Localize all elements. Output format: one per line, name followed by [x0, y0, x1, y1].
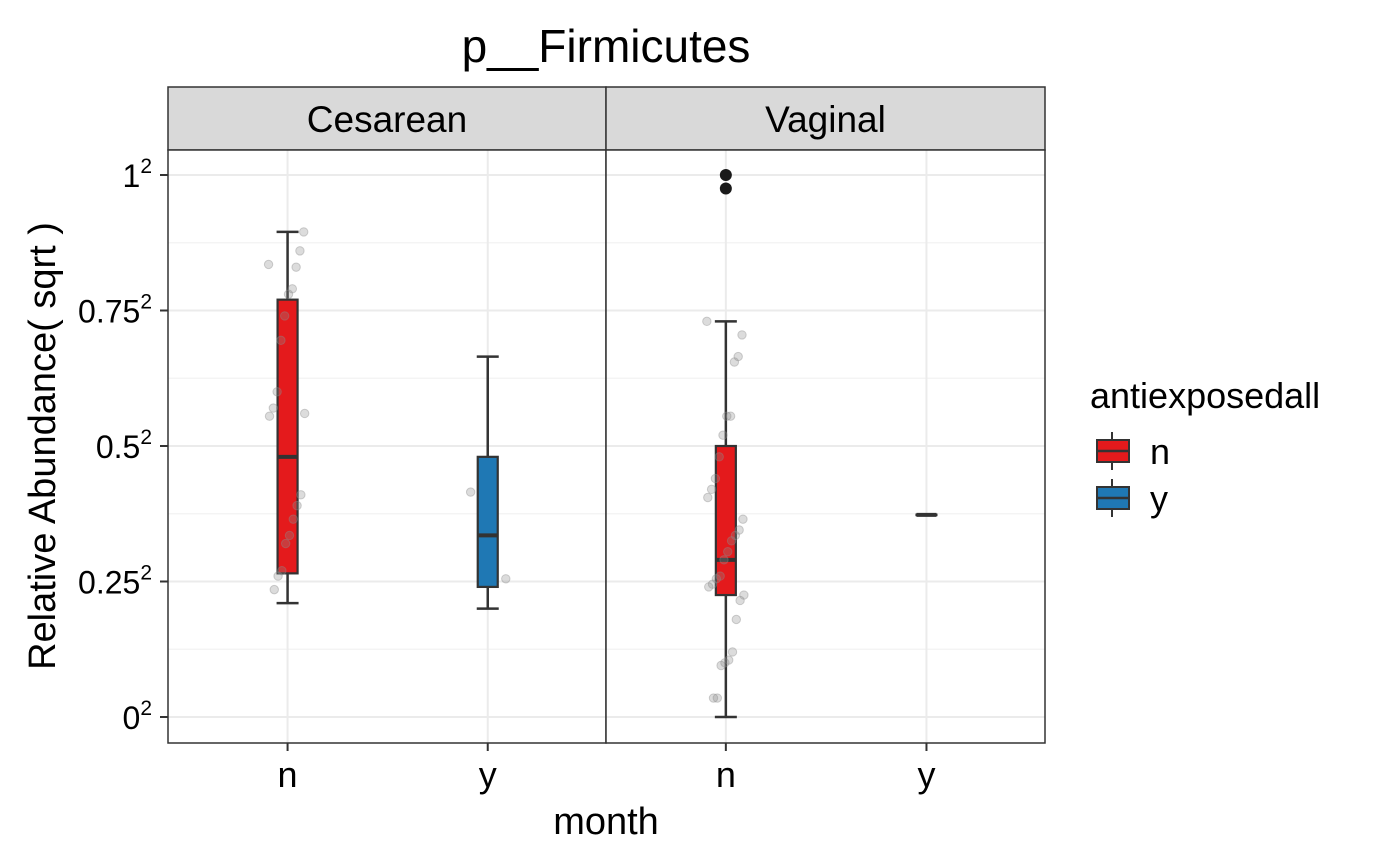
jitter-point — [719, 555, 729, 565]
jitter-point — [288, 514, 298, 524]
jitter-point — [710, 473, 721, 484]
facet-panels: Cesarean Vaginal — [167, 86, 1046, 744]
jitter-point — [264, 411, 275, 421]
x-tick-label: n — [716, 754, 736, 795]
jitter-point — [714, 452, 724, 462]
jitter-point — [292, 500, 302, 511]
jitter-point — [277, 565, 287, 576]
y-tick-label: 0.252 — [78, 562, 152, 601]
jitter-point — [725, 411, 736, 421]
jitter-point — [708, 693, 719, 703]
jitter-point — [738, 514, 748, 524]
jitter-point — [733, 351, 743, 362]
jitter-point — [704, 582, 714, 592]
x-tick-label: n — [278, 754, 298, 795]
jitter-point — [295, 246, 305, 256]
box-cesarean-n — [276, 230, 299, 605]
jitter-point — [501, 574, 511, 584]
jitter-point — [269, 584, 279, 595]
jitter-point — [716, 660, 726, 671]
jitter-point — [299, 408, 310, 419]
y-tick-label: 0.752 — [78, 291, 152, 330]
jitter-point — [299, 227, 309, 237]
jitter-point — [280, 311, 290, 321]
jitter-point — [272, 387, 282, 397]
jitter-point — [727, 647, 738, 657]
x-tick-label: y — [917, 754, 935, 795]
facet-strip — [167, 86, 607, 151]
jitter-point — [731, 614, 741, 625]
chart-title: p__Firmicutes — [462, 20, 751, 72]
y-axis: 02 0.252 0.52 0.752 12 — [78, 155, 168, 736]
x-tick-label: y — [479, 754, 497, 795]
y-axis-label: Relative Abundance( sqrt ) — [22, 222, 64, 670]
jitter-point — [702, 316, 712, 327]
outlier-point — [719, 182, 732, 195]
jitter-point — [287, 284, 298, 294]
facet-panel-cesarean: Cesarean — [167, 86, 607, 744]
legend-key-y: y — [1096, 478, 1168, 519]
jitter-point — [715, 571, 725, 581]
box-vaginal-n — [714, 169, 737, 719]
box-cesarean-y — [476, 355, 499, 610]
jitter-point — [720, 658, 730, 668]
jitter-point — [730, 530, 741, 541]
facet-strip-label: Cesarean — [307, 99, 467, 140]
jitter-point — [263, 259, 274, 270]
jitter-point — [268, 403, 279, 413]
jitter-point — [729, 357, 740, 367]
jitter-point — [291, 262, 301, 272]
jitter-point — [703, 492, 713, 503]
jitter-point — [735, 595, 745, 606]
jitter-point — [737, 330, 747, 340]
jitter-point — [273, 571, 283, 581]
facet-strip-label: Vaginal — [765, 99, 886, 140]
box-body — [276, 298, 299, 575]
facet-panel-vaginal: Vaginal — [605, 86, 1046, 744]
y-tick-label: 12 — [123, 155, 152, 194]
jitter-point — [739, 590, 749, 600]
box-body — [476, 455, 499, 589]
jitter-point — [722, 411, 732, 421]
jitter-point — [283, 289, 294, 299]
jitter-point — [276, 335, 286, 346]
box-body — [714, 444, 737, 597]
jitter-point — [707, 579, 718, 589]
jitter-point — [706, 484, 717, 495]
jitter-point — [723, 546, 733, 557]
outlier-point — [719, 169, 732, 181]
jitter-point — [734, 525, 744, 535]
jitter-point — [465, 487, 476, 497]
jitter-point — [284, 530, 295, 541]
y-tick-label: 0.52 — [96, 426, 152, 465]
legend-label: n — [1150, 431, 1170, 472]
y-tick-label: 02 — [123, 697, 152, 736]
x-axis-label: month — [553, 801, 659, 843]
panel-border — [605, 149, 1046, 744]
legend: antiexposedall ny — [1090, 375, 1320, 519]
jitter-point — [723, 655, 734, 665]
legend-title: antiexposedall — [1090, 375, 1320, 416]
jitter-point — [712, 693, 722, 703]
jitter-point — [280, 538, 291, 549]
jitter-point — [718, 430, 728, 440]
jitter-point — [296, 490, 306, 500]
jitter-point — [711, 574, 722, 584]
legend-label: y — [1150, 478, 1168, 519]
legend-key-n: n — [1096, 431, 1170, 472]
jitter-point — [726, 536, 737, 546]
